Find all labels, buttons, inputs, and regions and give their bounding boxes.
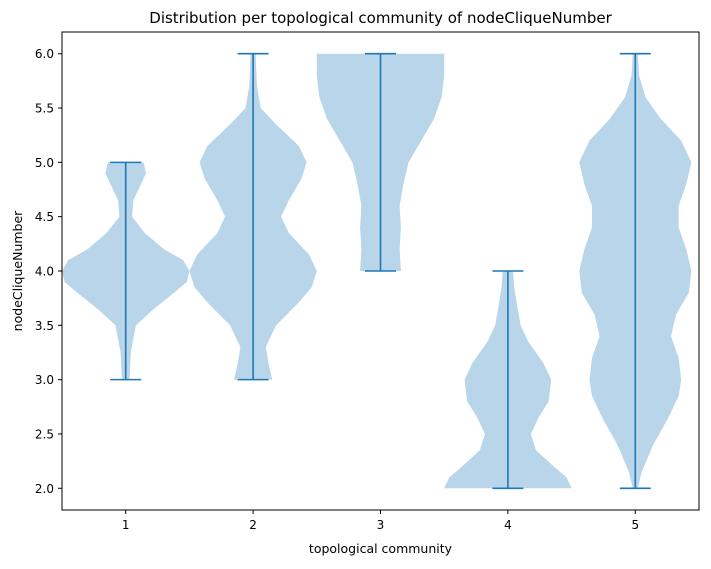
x-tick-label: 4: [504, 518, 512, 532]
x-tick-label: 3: [377, 518, 385, 532]
y-tick-label: 6.0: [35, 47, 54, 61]
y-axis-label: nodeCliqueNumber: [10, 210, 25, 331]
y-tick-label: 3.5: [35, 319, 54, 333]
x-axis-label: topological community: [309, 541, 453, 556]
x-axis-ticks: 1 2 3 4 5: [122, 510, 639, 532]
x-tick-label: 5: [631, 518, 639, 532]
y-tick-label: 3.0: [35, 373, 54, 387]
violin-whiskers: [110, 52, 651, 490]
y-tick-label: 5.5: [35, 102, 54, 116]
chart-title: Distribution per topological community o…: [149, 9, 612, 27]
y-tick-label: 2.0: [35, 482, 54, 496]
y-tick-label: 4.0: [35, 265, 54, 279]
y-axis-ticks: 2.0 2.5 3.0 3.5 4.0 4.5 5.0 5.5 6.0: [35, 47, 62, 496]
y-tick-label: 2.5: [35, 427, 54, 441]
y-tick-label: 5.0: [35, 156, 54, 170]
y-tick-label: 4.5: [35, 210, 54, 224]
x-tick-label: 2: [249, 518, 257, 532]
x-tick-label: 1: [122, 518, 130, 532]
